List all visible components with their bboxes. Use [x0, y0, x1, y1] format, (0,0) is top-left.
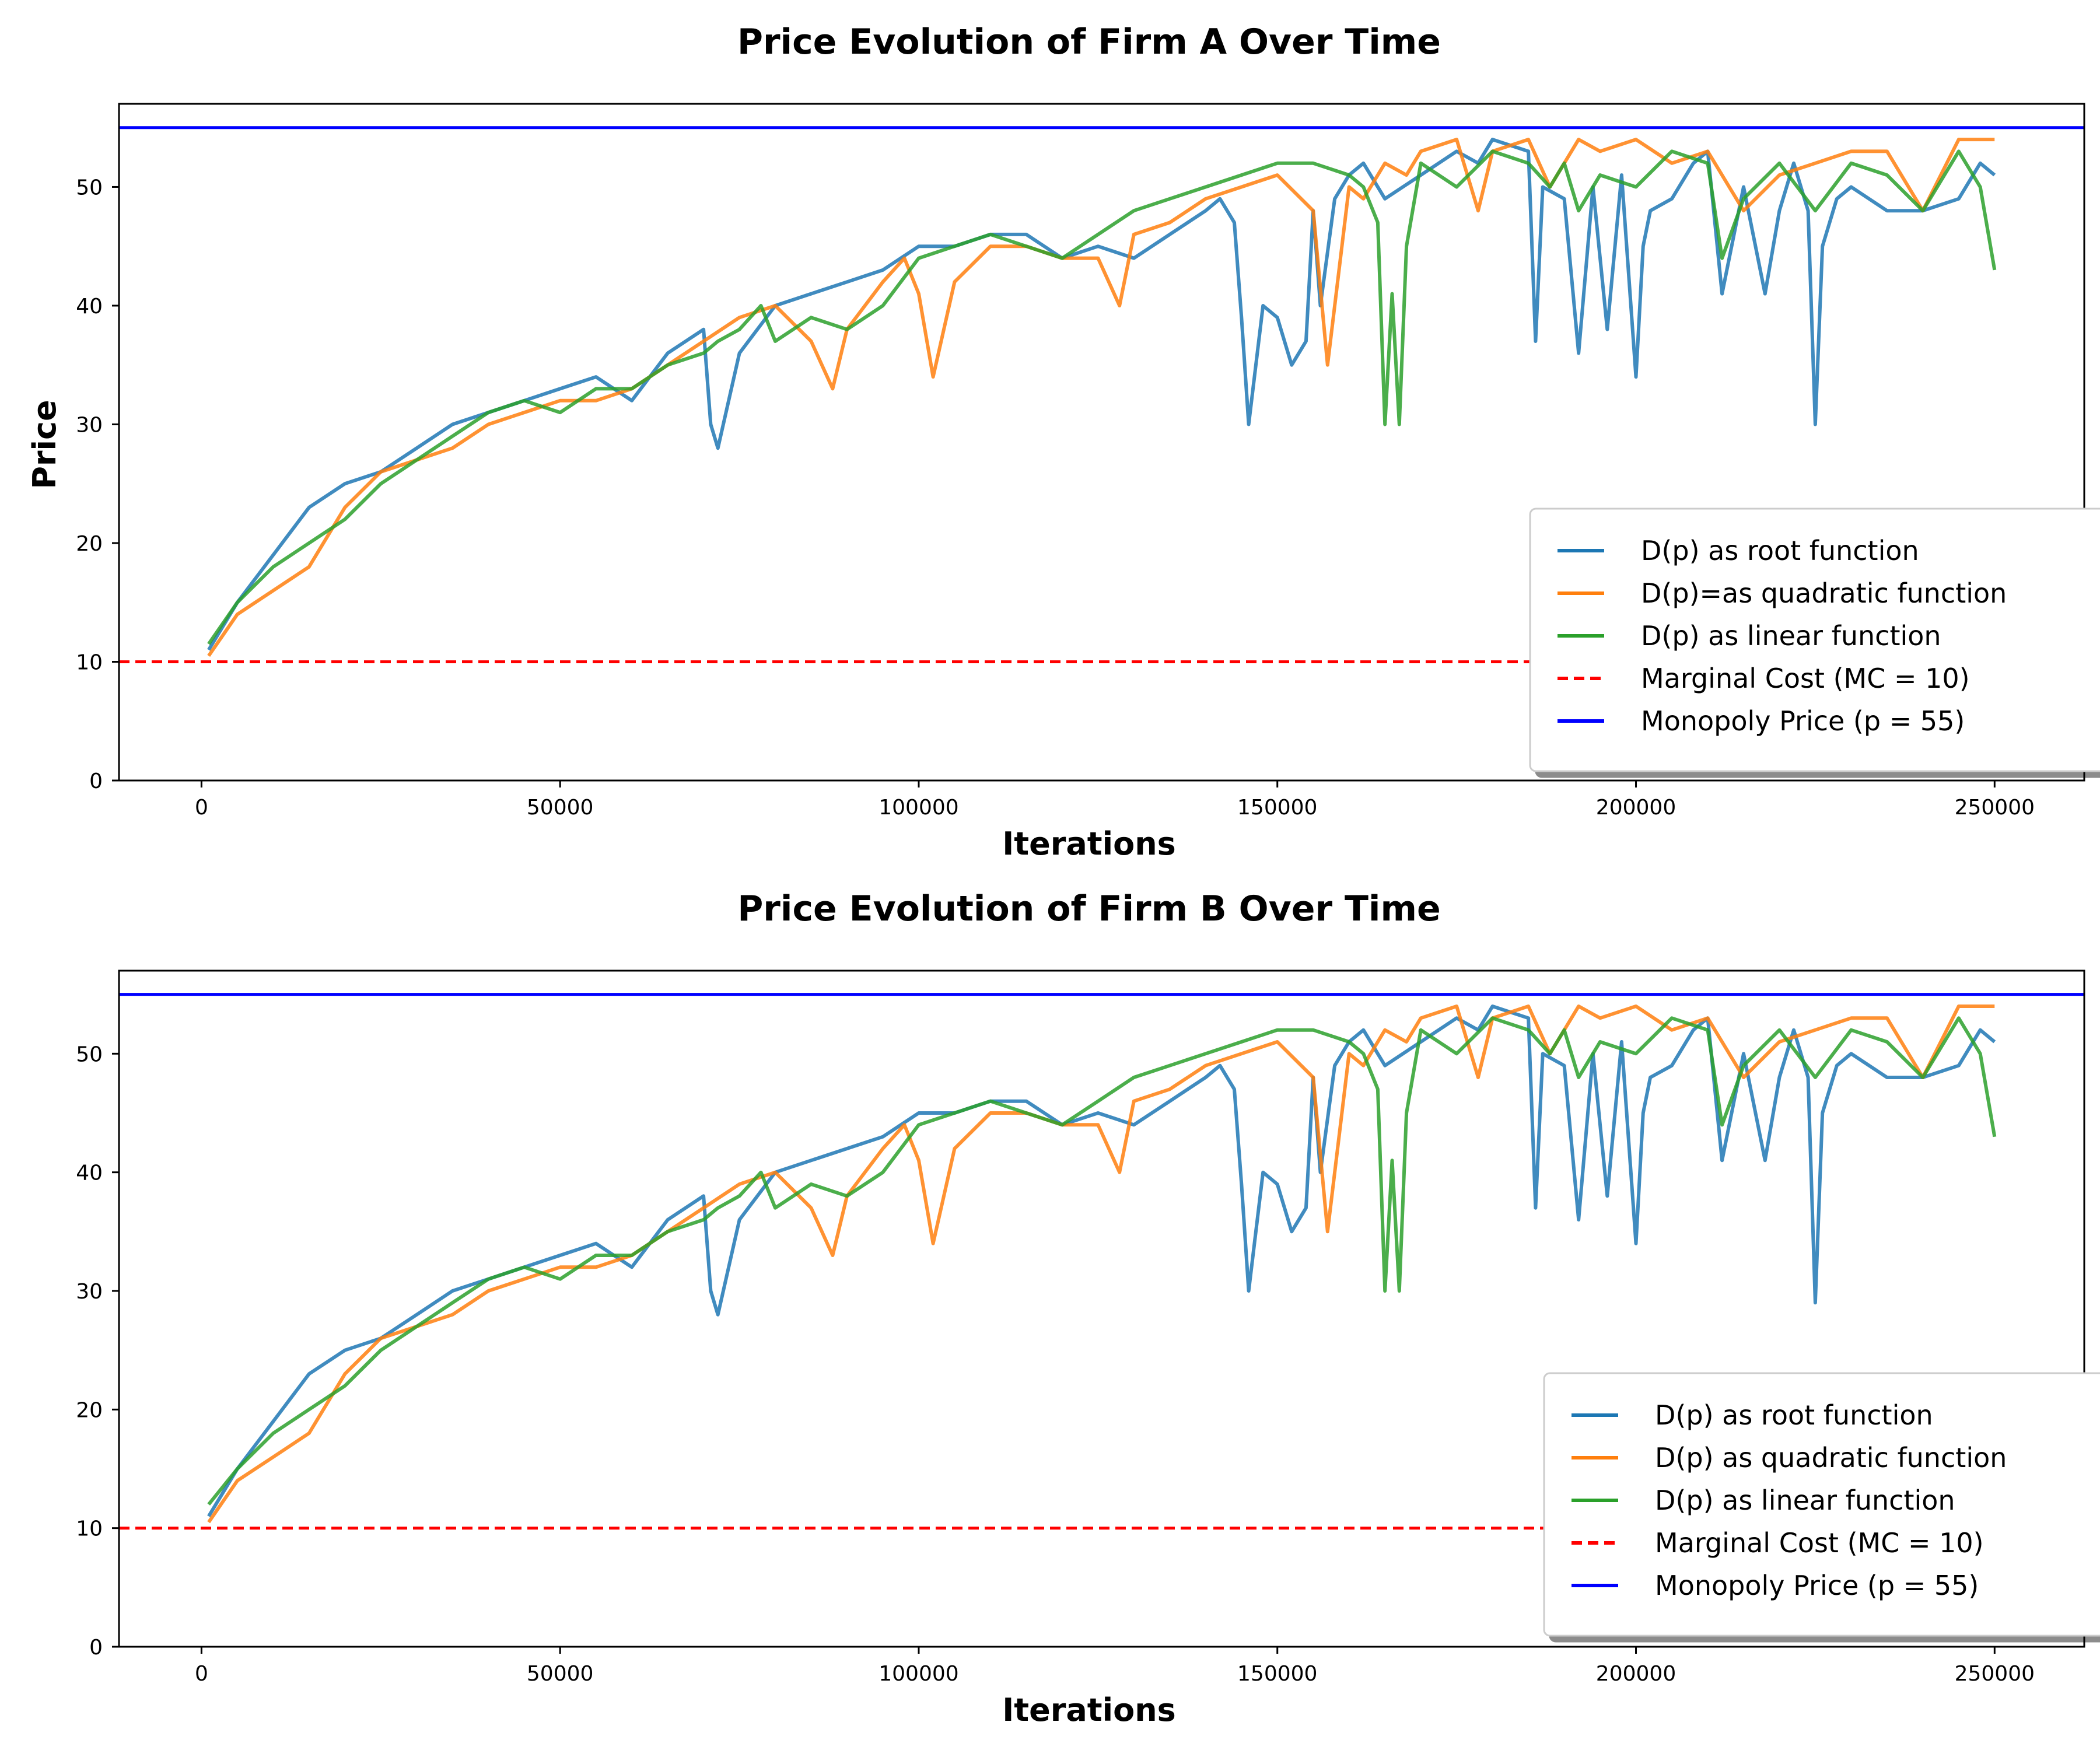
y-tick-label: 0: [89, 769, 103, 793]
legend: D(p) as root function D(p) as quadratic f…: [1543, 1372, 2100, 1637]
y-tick-label: 30: [76, 413, 103, 437]
x-axis-label: Iterations: [1002, 1692, 1176, 1728]
x-axis-label: Iterations: [1002, 825, 1176, 862]
chart-title: Price Evolution of Firm A Over Time: [737, 22, 1441, 62]
axes-frame: [118, 970, 2085, 1648]
y-tick-label: 30: [76, 1280, 103, 1304]
legend-label: Marginal Cost (MC = 10): [1655, 1527, 1984, 1559]
legend-label: Marginal Cost (MC = 10): [1641, 663, 1970, 694]
x-tick-label: 200000: [1596, 796, 1676, 820]
x-tick-label: 50000: [527, 796, 594, 820]
axes-frame: [118, 103, 2085, 782]
x-tick-label: 100000: [878, 1662, 958, 1686]
x-tick-label: 150000: [1237, 796, 1317, 820]
legend-label: Monopoly Price (p = 55): [1641, 705, 1965, 737]
chart-title: Price Evolution of Firm B Over Time: [737, 888, 1440, 929]
y-tick-label: 50: [76, 176, 103, 200]
series-line: [207, 138, 1995, 657]
plot-area: 0 50000 100000 150000 200000 250000 0 10 20 30 40 5…: [76, 103, 2085, 820]
x-tick-label: 100000: [878, 796, 958, 820]
legend-box: [1529, 508, 2100, 772]
legend-box: [1543, 1372, 2100, 1637]
legend-label: D(p) as root function: [1655, 1399, 1933, 1431]
x-tick-label: 250000: [1955, 1662, 2035, 1686]
y-tick-label: 0: [89, 1636, 103, 1660]
y-tick-label: 40: [76, 1161, 103, 1185]
y-tick-label: 10: [76, 1517, 103, 1541]
series-line: [207, 1005, 1995, 1524]
chart-firm-a: Price Evolution of Firm A Over Time Iter…: [26, 22, 2100, 862]
legend: D(p) as root function D(p)=as quadratic f…: [1529, 508, 2100, 772]
y-tick-label: 40: [76, 295, 103, 318]
x-tick-label: 50000: [527, 1662, 594, 1686]
legend-label: D(p)=as quadratic function: [1641, 578, 2007, 609]
y-tick-label: 20: [76, 532, 103, 556]
x-tick-label: 150000: [1237, 1662, 1317, 1686]
y-axis-label: Price: [26, 400, 63, 489]
legend-label: Monopoly Price (p = 55): [1655, 1570, 1979, 1601]
legend-label: D(p) as quadratic function: [1655, 1442, 2007, 1474]
legend-label: D(p) as root function: [1641, 535, 1919, 566]
chart-firm-b: Price Evolution of Firm B Over Time Iter…: [76, 888, 2100, 1728]
x-tick-label: 0: [195, 796, 208, 820]
x-tick-label: 0: [195, 1662, 208, 1686]
y-tick-label: 50: [76, 1042, 103, 1066]
series-line: [207, 1016, 1997, 1506]
legend-label: D(p) as linear function: [1655, 1485, 1955, 1516]
x-tick-label: 250000: [1955, 796, 2035, 820]
y-tick-label: 10: [76, 650, 103, 674]
series-line: [207, 149, 1997, 645]
legend-label: D(p) as linear function: [1641, 620, 1941, 652]
y-tick-label: 20: [76, 1398, 103, 1422]
x-tick-label: 200000: [1596, 1662, 1676, 1686]
